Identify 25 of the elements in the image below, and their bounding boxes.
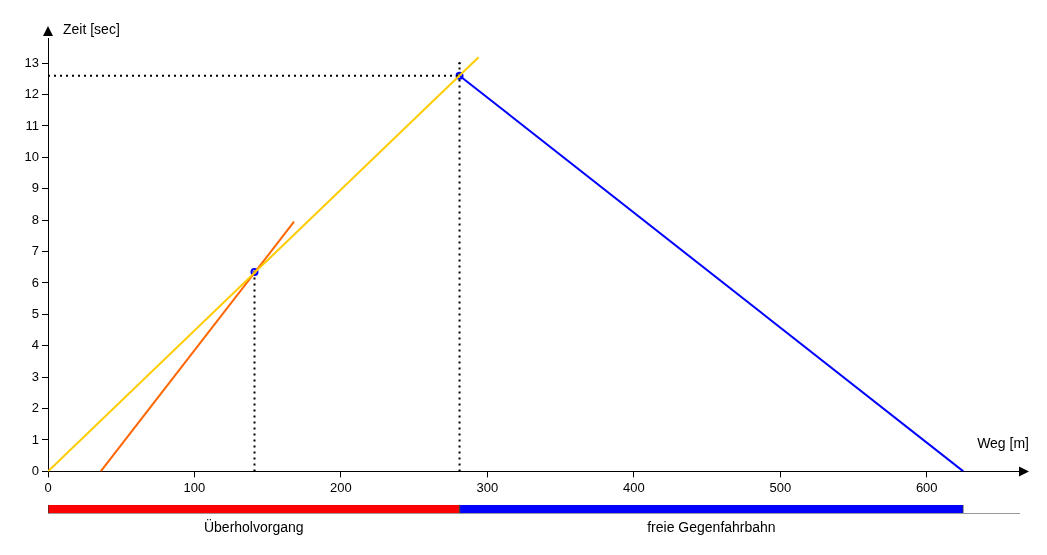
y-tick-label: 9 (31, 180, 39, 196)
text: freie Gegenfahrbahn (647, 518, 776, 535)
y-tick-label: 3 (31, 368, 39, 384)
x-tick-label: 0 (44, 479, 52, 495)
text: Überholvorgang (203, 517, 304, 535)
y-tick-label: 2 (31, 400, 39, 416)
x-tick-label: 100 (183, 479, 206, 495)
y-tick-label: 7 (31, 243, 39, 259)
y-tick-label: 0 (31, 462, 39, 478)
y-tick-label: 5 (31, 305, 39, 321)
y-tick-label: 11 (25, 117, 39, 133)
x-tick-label: 500 (769, 479, 792, 495)
x-tick-label: 300 (476, 479, 499, 495)
y-tick-label: 6 (31, 274, 39, 290)
y-tick-label: 1 (31, 431, 39, 447)
x-tick-label: 600 (915, 479, 938, 495)
y-tick-label: 10 (24, 148, 39, 164)
x-axis-title: Weg [m] (977, 435, 1029, 452)
y-axis-title: Zeit [sec] (63, 20, 120, 37)
y-tick-label: 4 (31, 337, 39, 353)
x-tick-label: 200 (330, 479, 352, 495)
y-tick-label: 13 (24, 54, 39, 70)
x-tick-label: 400 (622, 479, 645, 495)
y-tick-label: 8 (31, 211, 39, 227)
y-tick-label: 12 (24, 86, 39, 102)
